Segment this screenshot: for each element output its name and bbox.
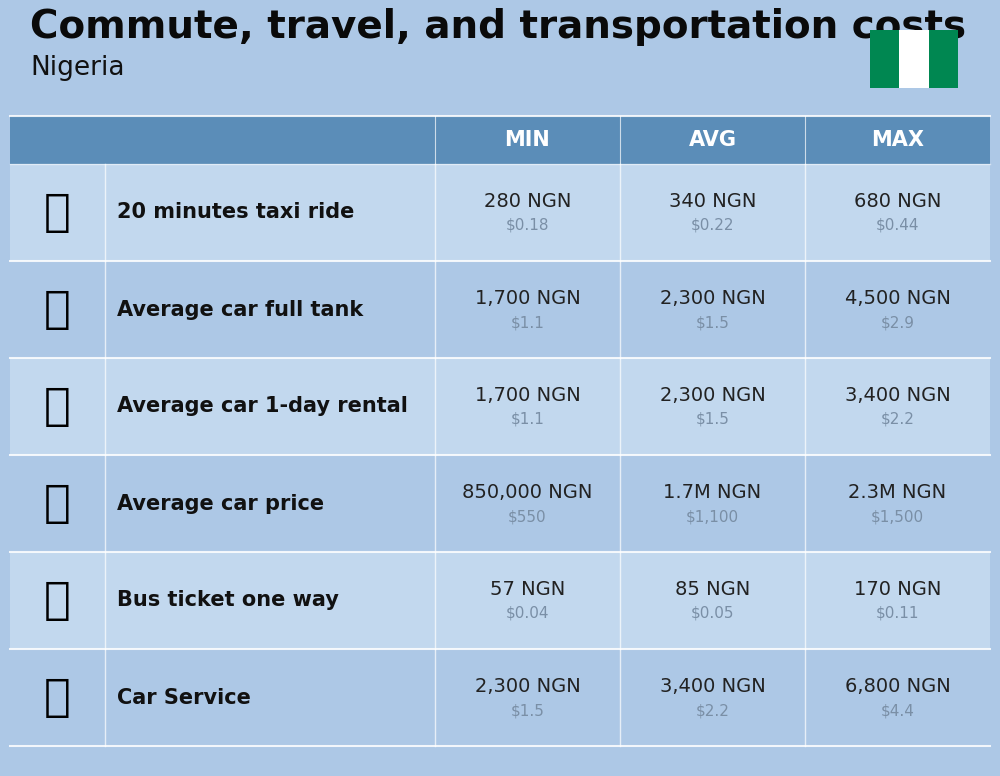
Text: $2.2: $2.2 bbox=[881, 412, 914, 427]
Text: 85 NGN: 85 NGN bbox=[675, 580, 750, 599]
Text: $550: $550 bbox=[508, 509, 547, 524]
Bar bbox=[10, 358, 990, 455]
Bar bbox=[10, 261, 990, 358]
Text: $1,500: $1,500 bbox=[871, 509, 924, 524]
Text: $4.4: $4.4 bbox=[881, 703, 914, 718]
Text: $2.2: $2.2 bbox=[696, 703, 729, 718]
Bar bbox=[899, 30, 929, 88]
Text: 🚌: 🚌 bbox=[44, 579, 71, 622]
Text: 680 NGN: 680 NGN bbox=[854, 192, 941, 211]
Text: 2.3M NGN: 2.3M NGN bbox=[848, 483, 947, 502]
Text: Average car full tank: Average car full tank bbox=[117, 300, 363, 320]
Text: ⛽: ⛽ bbox=[44, 288, 71, 331]
Bar bbox=[870, 30, 899, 88]
Text: AVG: AVG bbox=[688, 130, 736, 150]
Text: 2,300 NGN: 2,300 NGN bbox=[660, 386, 765, 405]
Text: $1.5: $1.5 bbox=[696, 412, 729, 427]
Text: 🔧: 🔧 bbox=[44, 676, 71, 719]
Text: Bus ticket one way: Bus ticket one way bbox=[117, 591, 339, 611]
Bar bbox=[10, 552, 990, 649]
Bar bbox=[10, 649, 990, 746]
Text: $0.44: $0.44 bbox=[876, 218, 919, 233]
Text: Nigeria: Nigeria bbox=[30, 55, 124, 81]
Text: $0.04: $0.04 bbox=[506, 606, 549, 621]
Bar bbox=[10, 455, 990, 552]
Text: 1,700 NGN: 1,700 NGN bbox=[475, 386, 580, 405]
Text: 1,700 NGN: 1,700 NGN bbox=[475, 289, 580, 308]
Text: 🚕: 🚕 bbox=[44, 191, 71, 234]
Text: MIN: MIN bbox=[505, 130, 550, 150]
Text: $0.18: $0.18 bbox=[506, 218, 549, 233]
Text: 340 NGN: 340 NGN bbox=[669, 192, 756, 211]
Text: 2,300 NGN: 2,300 NGN bbox=[660, 289, 765, 308]
Text: $1.1: $1.1 bbox=[511, 315, 544, 330]
Text: $0.05: $0.05 bbox=[691, 606, 734, 621]
Text: 3,400 NGN: 3,400 NGN bbox=[845, 386, 950, 405]
Text: 🚗: 🚗 bbox=[44, 482, 71, 525]
Text: MAX: MAX bbox=[871, 130, 924, 150]
Text: 2,300 NGN: 2,300 NGN bbox=[475, 677, 580, 696]
Text: Average car price: Average car price bbox=[117, 494, 324, 514]
Text: $1.5: $1.5 bbox=[511, 703, 544, 718]
Bar bbox=[10, 164, 990, 261]
Text: $1.1: $1.1 bbox=[511, 412, 544, 427]
Text: 🚙: 🚙 bbox=[44, 385, 71, 428]
Text: 3,400 NGN: 3,400 NGN bbox=[660, 677, 765, 696]
Text: $1.5: $1.5 bbox=[696, 315, 729, 330]
Text: Commute, travel, and transportation costs: Commute, travel, and transportation cost… bbox=[30, 8, 966, 46]
Text: $0.22: $0.22 bbox=[691, 218, 734, 233]
Bar bbox=[10, 116, 990, 164]
Text: $0.11: $0.11 bbox=[876, 606, 919, 621]
Text: 280 NGN: 280 NGN bbox=[484, 192, 571, 211]
Text: 6,800 NGN: 6,800 NGN bbox=[845, 677, 950, 696]
Bar bbox=[929, 30, 958, 88]
Text: 20 minutes taxi ride: 20 minutes taxi ride bbox=[117, 203, 354, 223]
Text: 170 NGN: 170 NGN bbox=[854, 580, 941, 599]
Text: 1.7M NGN: 1.7M NGN bbox=[663, 483, 762, 502]
Text: Average car 1-day rental: Average car 1-day rental bbox=[117, 397, 408, 417]
Text: 57 NGN: 57 NGN bbox=[490, 580, 565, 599]
Text: 850,000 NGN: 850,000 NGN bbox=[462, 483, 593, 502]
Text: 4,500 NGN: 4,500 NGN bbox=[845, 289, 950, 308]
Text: $1,100: $1,100 bbox=[686, 509, 739, 524]
Text: $2.9: $2.9 bbox=[881, 315, 914, 330]
Text: Car Service: Car Service bbox=[117, 688, 251, 708]
